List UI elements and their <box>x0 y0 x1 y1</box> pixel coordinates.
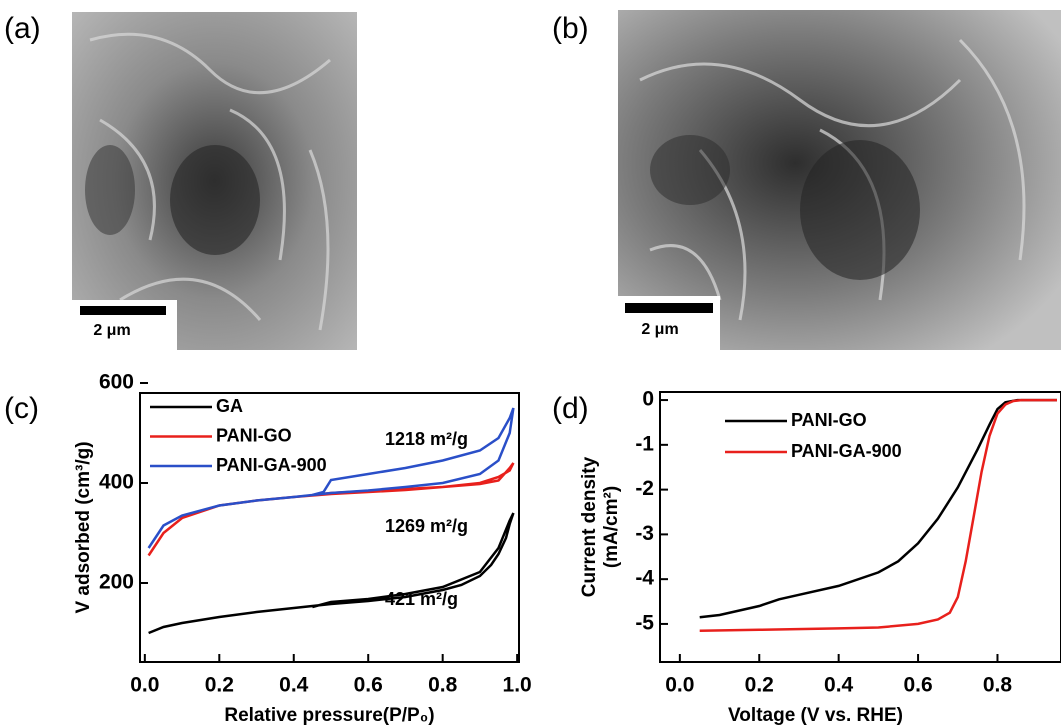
y-tick-label: -3 <box>635 522 654 545</box>
x-tick-label: 0.0 <box>130 674 159 697</box>
y-tick-label: 400 <box>99 471 134 494</box>
figure: 2 μm 2 μm (a) (b) (c) (d) 0.00.20.40.60.… <box>0 0 1061 728</box>
legend-label: PANI-GA-900 <box>791 441 902 461</box>
x-tick-label: 0.4 <box>279 674 309 697</box>
y-tick-label: 200 <box>99 571 134 594</box>
annotation: 421 m²/g <box>385 589 458 609</box>
data-line <box>700 400 1057 617</box>
x-tick-label: 0.4 <box>824 674 854 697</box>
y-axis-label: (mA/cm²) <box>601 486 622 568</box>
y-axis-label: V adsorbed (cm³/g) <box>73 441 94 613</box>
x-tick-label: 0.8 <box>428 674 458 697</box>
panel-label: (a) <box>4 12 41 45</box>
x-axis-label: Voltage (V vs. RHE) <box>728 705 903 726</box>
legend-label: PANI-GA-900 <box>216 455 327 475</box>
chart-c: 0.0 0.2 0.4 0.6 0.8 1.0 200 400 600 Relative pres… <box>73 371 532 726</box>
y-tick-label: -5 <box>635 611 654 634</box>
x-tick-label: 0.0 <box>665 674 694 697</box>
y-tick-label: -2 <box>635 477 654 500</box>
panel-label: (c) <box>4 392 39 425</box>
x-tick-label: 1.0 <box>503 674 532 697</box>
x-tick-label: 0.6 <box>903 674 932 697</box>
y-tick-label: -1 <box>635 432 654 455</box>
scale-bar-label: 2 μm <box>93 322 130 339</box>
y-tick-label: 0 <box>642 388 654 411</box>
annotation: 1269 m²/g <box>385 516 468 536</box>
x-tick-label: 0.2 <box>205 674 234 697</box>
x-tick-label: 0.8 <box>983 674 1013 697</box>
annotation: 1218 m²/g <box>385 429 468 449</box>
y-tick-label: 600 <box>99 371 134 394</box>
x-tick-label: 0.2 <box>745 674 774 697</box>
y-tick-label: -4 <box>635 567 654 590</box>
chart-d: 0.0 0.2 0.4 0.6 0.8 0 -1 -2 -3 -4 -5 Voltage (V vs.… <box>579 388 1061 726</box>
x-tick-label: 0.6 <box>354 674 383 697</box>
legend-label: PANI-GO <box>791 410 867 430</box>
legend-label: PANI-GO <box>216 425 292 445</box>
panel-label: (d) <box>552 392 589 425</box>
sem-image-a: 2 μm <box>72 12 357 350</box>
x-axis-label: Relative pressure(P/P₀) <box>224 705 434 726</box>
y-axis-label: Current density <box>579 456 600 597</box>
data-line <box>700 400 1057 631</box>
panel-label: (b) <box>552 12 589 45</box>
legend-label: GA <box>216 396 243 416</box>
sem-image-b: 2 μm <box>618 10 1061 350</box>
scale-bar-label: 2 μm <box>641 321 678 338</box>
plot-frame <box>660 392 1061 662</box>
